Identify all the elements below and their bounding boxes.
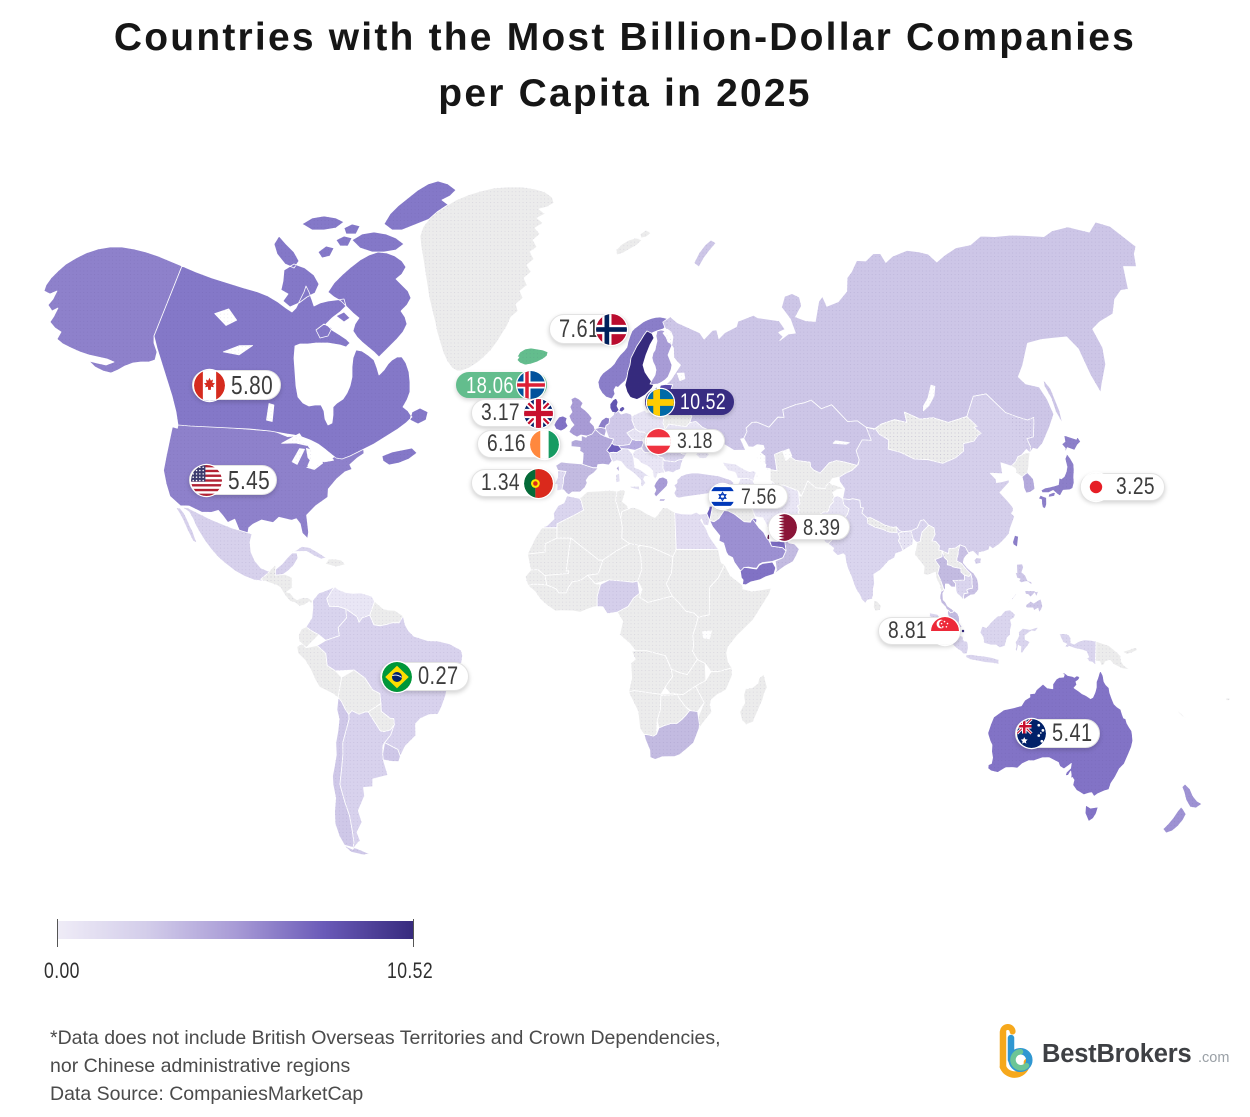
svg-text:.com: .com [1198, 1050, 1229, 1066]
svg-text:BestBrokers: BestBrokers [1042, 1040, 1191, 1068]
